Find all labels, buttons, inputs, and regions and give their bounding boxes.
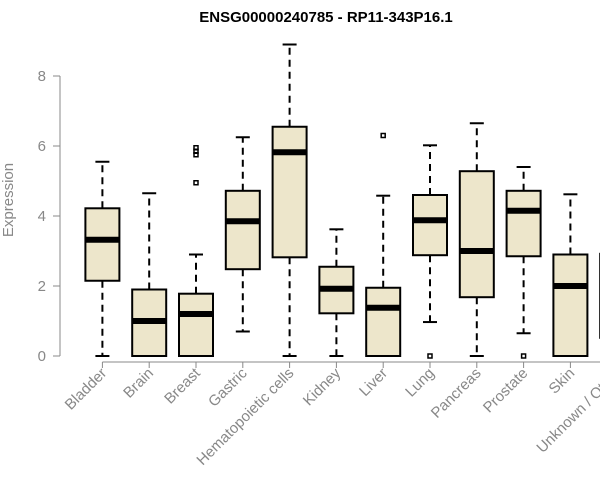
- box-pancreas: [458, 122, 495, 357]
- box-body: [505, 189, 542, 258]
- box-prostate: [505, 166, 542, 359]
- y-tick-label: 4: [38, 208, 46, 225]
- x-tick-label: Lung: [402, 365, 438, 401]
- outlier-point: [193, 145, 199, 151]
- x-tick-label: Breast: [161, 364, 204, 407]
- box-body: [365, 286, 402, 357]
- outlier-point: [193, 180, 199, 186]
- box-bladder: [84, 160, 121, 357]
- y-tick-label: 2: [38, 278, 46, 295]
- box-gastric: [224, 136, 261, 333]
- x-tick-label: Kidney: [300, 364, 345, 409]
- x-tick-label: Brain: [120, 365, 157, 402]
- box-liver: [365, 132, 402, 357]
- box-body: [84, 207, 121, 282]
- box-lung: [412, 144, 448, 359]
- y-tick-label: 6: [38, 138, 46, 155]
- x-tick-label: Bladder: [62, 365, 111, 414]
- box-body: [552, 253, 589, 357]
- x-tick-label: Prostate: [480, 365, 532, 417]
- y-tick-label: 0: [38, 348, 46, 365]
- x-tick-label: Pancreas: [428, 365, 485, 422]
- box-body: [458, 170, 495, 299]
- box-body: [271, 125, 308, 259]
- chart-title: ENSG00000240785 - RP11-343P16.1: [199, 9, 453, 26]
- box-kidney: [318, 228, 355, 357]
- x-tick-label: Gastric: [205, 364, 251, 410]
- box-body: [412, 194, 448, 257]
- box-body: [224, 189, 261, 271]
- outlier-point: [427, 353, 433, 359]
- box-skin: [552, 193, 589, 357]
- box-brain: [131, 192, 168, 357]
- y-axis-label: Expression: [0, 163, 17, 237]
- axes: 0 2 4 6 8: [38, 68, 600, 368]
- boxes-group: [84, 43, 600, 359]
- outlier-point: [520, 353, 527, 359]
- box-breast: [178, 145, 214, 358]
- box-body: [178, 292, 214, 358]
- x-tick-label: Liver: [356, 365, 391, 400]
- x-tick-label: Skin: [546, 365, 579, 398]
- box-hematopoietic-cells: [271, 43, 308, 357]
- outlier-point: [380, 132, 386, 139]
- y-tick-label: 8: [38, 68, 46, 85]
